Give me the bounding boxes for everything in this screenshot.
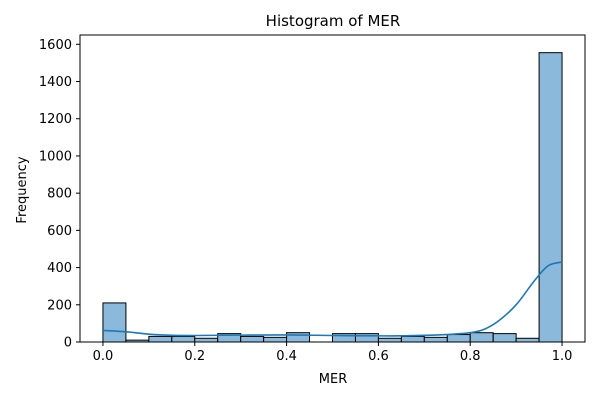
histogram-bar (171, 335, 196, 343)
y-tick-label: 0 (64, 336, 72, 351)
histogram-bar (286, 332, 311, 343)
histogram-bar (377, 337, 402, 343)
y-tick-label: 1200 (39, 112, 72, 127)
histogram-bar (515, 337, 540, 343)
histogram-bar (469, 332, 494, 343)
x-tick-label: 1.0 (552, 349, 573, 364)
y-tick-label: 1400 (39, 75, 72, 90)
histogram-bar (240, 335, 265, 343)
x-tick-label: 0.8 (460, 349, 481, 364)
histogram-bar (354, 333, 379, 343)
histogram-bar (446, 334, 471, 343)
histogram-bar (400, 335, 425, 343)
y-axis-title: Frequency (15, 156, 30, 223)
y-tick-label: 1600 (39, 38, 72, 53)
x-tick-label: 0.6 (368, 349, 389, 364)
histogram-bar (263, 336, 288, 343)
histogram-bar (194, 337, 219, 343)
histogram-bar (492, 333, 517, 343)
kde-curve (102, 261, 563, 337)
x-tick-label: 0.0 (93, 349, 114, 364)
x-tick-label: 0.2 (184, 349, 205, 364)
x-tick-label: 0.4 (276, 349, 297, 364)
y-tick-label: 800 (47, 187, 72, 202)
histogram-bar (423, 336, 448, 343)
plot-frame (79, 34, 586, 343)
x-axis-title: MER (319, 372, 347, 387)
y-tick-label: 600 (47, 224, 72, 239)
y-tick-label: 1000 (39, 149, 72, 164)
histogram-bar (538, 52, 563, 343)
y-tick-label: 200 (47, 298, 72, 313)
plot-area: 0.0 0.2 0.4 0.6 0.8 1.0 0 200 400 600 800 1000 1200 1… (39, 34, 586, 364)
chart-title: Histogram of MER (266, 12, 401, 30)
y-tick-label: 400 (47, 261, 72, 276)
histogram-bar (102, 302, 127, 343)
histogram-bar (148, 335, 173, 343)
